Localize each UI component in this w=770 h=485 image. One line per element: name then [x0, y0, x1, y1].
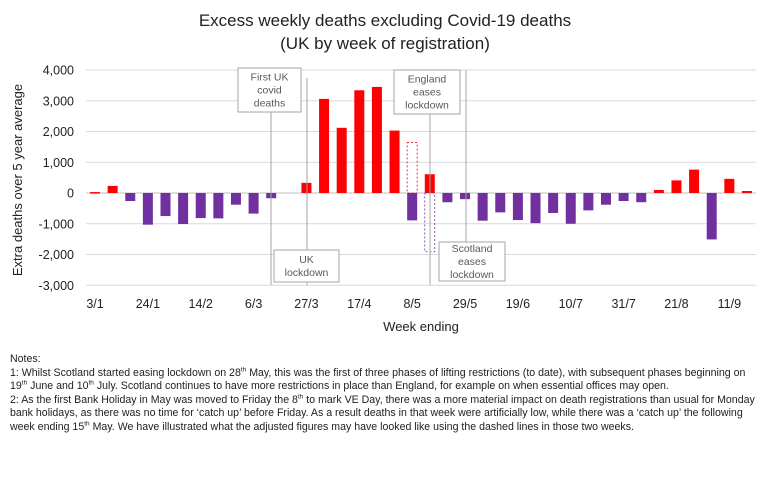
- x-tick-label: 8/5: [403, 297, 420, 311]
- bar-24-1: [142, 193, 153, 225]
- bar-24-7: [600, 193, 611, 205]
- y-tick-label: -2,000: [39, 248, 74, 262]
- note-2: 2: As the first Bank Holiday in May was …: [10, 394, 765, 435]
- notes: Notes: 1: Whilst Scotland started easing…: [10, 353, 765, 435]
- annotation-box: [438, 241, 506, 282]
- bar-11-9: [724, 178, 735, 193]
- y-tick-label: 1,000: [43, 156, 74, 170]
- y-tick-label: 4,000: [43, 64, 74, 78]
- bar-21-8: [671, 180, 682, 193]
- bar-14-2: [195, 193, 206, 219]
- x-tick-label: 29/5: [453, 297, 477, 311]
- annotation-box: [237, 67, 302, 113]
- y-axis-label: Extra deaths over 5 year average: [10, 84, 25, 276]
- annotation-text: UK: [299, 254, 314, 266]
- bar-10-7: [565, 193, 576, 224]
- note-text: May. We have illustrated what the adjust…: [89, 420, 634, 433]
- x-axis-label: Week ending: [383, 319, 459, 334]
- x-tick-label: 14/2: [189, 297, 213, 311]
- annotation-text: eases: [413, 87, 441, 99]
- bar-17-4: [354, 90, 365, 193]
- bar-10-4: [336, 127, 347, 193]
- x-tick-label: 3/1: [86, 297, 103, 311]
- annotation-box: [273, 249, 340, 283]
- bar-14-8: [653, 189, 664, 193]
- note-text: June and 10: [27, 380, 89, 393]
- bar-24-4: [371, 86, 382, 193]
- note-text: May, this was the first of three phases …: [10, 366, 746, 393]
- bar-18-9: [741, 191, 752, 193]
- bar-31-1: [160, 193, 171, 217]
- note-1: 1: Whilst Scotland started easing lockdo…: [10, 366, 765, 394]
- annotation-text: covid: [257, 85, 282, 97]
- bar-4-9: [706, 193, 717, 240]
- annotation-text: eases: [458, 256, 486, 268]
- x-tick-label: 10/7: [559, 297, 583, 311]
- bar-7-8: [636, 193, 647, 203]
- bar-21-2: [213, 193, 224, 219]
- bar-26-6: [530, 193, 541, 224]
- bar-29-5: [460, 193, 471, 200]
- note-superscript: th: [240, 366, 247, 374]
- excess-deaths-chart: Excess weekly deaths excluding Covid-19 …: [10, 11, 756, 334]
- adjusted-dashed-bar: [406, 142, 418, 194]
- x-tick-label: 17/4: [347, 297, 371, 311]
- note-text: July. Scotland continues to have more re…: [93, 380, 669, 393]
- bar-10-1: [107, 185, 118, 193]
- bar-28-8: [689, 169, 700, 193]
- bar-5-6: [477, 193, 488, 221]
- bar-3-7: [548, 193, 559, 213]
- annotation-text: Scotland: [452, 243, 493, 255]
- bar-19-6: [512, 193, 523, 221]
- note-superscript: th: [297, 393, 304, 401]
- annotation-text: lockdown: [450, 269, 494, 281]
- y-tick-label: 3,000: [43, 94, 74, 108]
- bar-3-4: [319, 98, 330, 193]
- bar-17-7: [583, 193, 594, 211]
- x-tick-label: 27/3: [294, 297, 318, 311]
- notes-heading: Notes:: [10, 353, 41, 365]
- note-superscript: th: [21, 379, 28, 387]
- x-tick-label: 24/1: [136, 297, 160, 311]
- bar-6-3: [248, 193, 259, 214]
- bar-1-5: [389, 130, 400, 193]
- bar-31-7: [618, 193, 629, 201]
- bar-28-2: [230, 193, 241, 205]
- note-superscript: th: [84, 420, 90, 428]
- bar-27-3: [301, 182, 312, 193]
- x-tick-label: 21/8: [664, 297, 688, 311]
- annotation-text: lockdown: [285, 267, 329, 279]
- bar-17-1: [125, 193, 136, 201]
- chart-title-line: Excess weekly deaths excluding Covid-19 …: [199, 11, 571, 30]
- note-superscript: th: [88, 379, 94, 387]
- annotation-box: [393, 69, 461, 115]
- bar-7-2: [178, 193, 189, 225]
- y-tick-label: -3,000: [39, 279, 74, 293]
- x-tick-label: 31/7: [611, 297, 635, 311]
- x-tick-label: 6/3: [245, 297, 262, 311]
- bar-3-1: [90, 192, 101, 194]
- bar-22-5: [442, 193, 453, 203]
- bar-12-6: [495, 193, 506, 213]
- bar-8-5: [407, 193, 418, 221]
- y-tick-label: 0: [67, 187, 74, 201]
- annotation-text: lockdown: [405, 100, 449, 112]
- annotation-text: deaths: [254, 98, 286, 110]
- x-tick-label: 11/9: [718, 297, 741, 311]
- chart-title-line: (UK by week of registration): [280, 34, 490, 53]
- note-text: 1: Whilst Scotland started easing lockdo…: [10, 366, 241, 379]
- annotation-text: England: [408, 74, 447, 86]
- y-tick-label: -1,000: [39, 217, 74, 231]
- note-text: to mark VE Day, there was a more materia…: [10, 393, 755, 433]
- x-tick-label: 19/6: [506, 297, 530, 311]
- note-text: 2: As the first Bank Holiday in May was …: [10, 393, 298, 406]
- annotation-text: First UK: [251, 72, 289, 84]
- y-tick-label: 2,000: [43, 125, 74, 139]
